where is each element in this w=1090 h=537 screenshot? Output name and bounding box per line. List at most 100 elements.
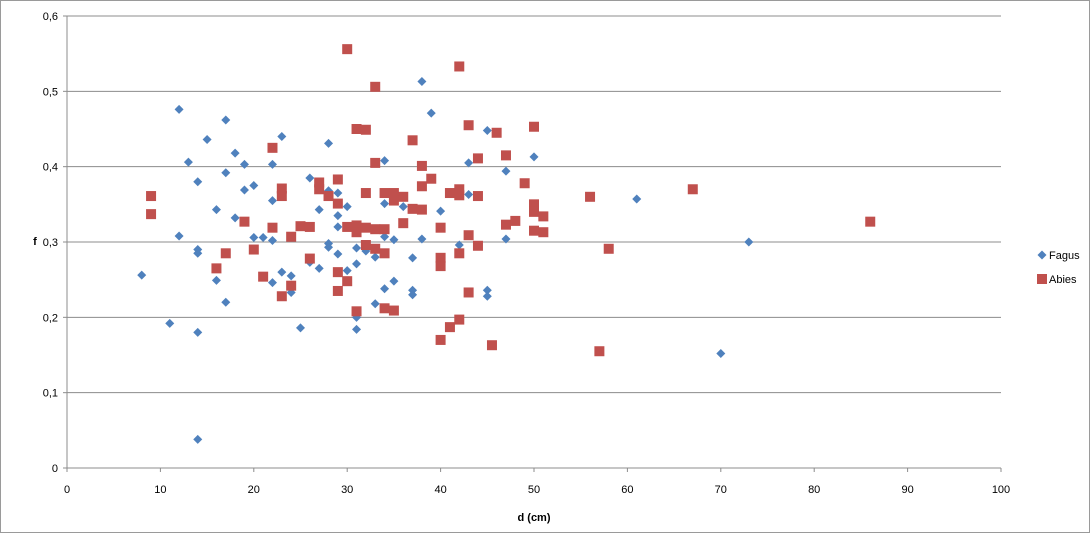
fagus-point <box>193 177 203 187</box>
fagus-point <box>417 77 427 87</box>
abies-point <box>444 322 455 333</box>
abies-point <box>342 221 353 232</box>
y-tick-label: 0,2 <box>43 312 58 324</box>
abies-point <box>407 203 418 214</box>
fagus-point <box>408 253 418 263</box>
fagus-point <box>221 168 231 178</box>
fagus-point <box>230 148 240 158</box>
abies-point <box>454 190 465 201</box>
fagus-point <box>333 211 343 221</box>
abies-point <box>276 291 287 302</box>
fagus-point <box>370 299 380 309</box>
fagus-point <box>249 232 259 242</box>
fagus-point <box>174 104 184 114</box>
abies-point <box>416 204 427 215</box>
fagus-point <box>230 213 240 223</box>
y-axis-title: f <box>33 236 37 248</box>
fagus-point <box>716 348 726 358</box>
abies-point <box>538 211 549 222</box>
fagus-point <box>239 159 249 169</box>
abies-point <box>351 124 362 134</box>
abies-point <box>585 191 596 202</box>
fagus-point <box>324 138 334 148</box>
abies-point <box>267 142 278 153</box>
abies-point <box>146 191 157 202</box>
abies-point <box>323 191 334 202</box>
y-tick-label: 0,4 <box>43 162 58 174</box>
fagus-point <box>408 290 418 300</box>
fagus-point <box>258 232 268 242</box>
data-points <box>137 44 876 444</box>
fagus-point <box>202 135 212 145</box>
fagus-point <box>165 318 175 328</box>
abies-point <box>351 227 362 238</box>
fagus-point <box>193 327 203 337</box>
fagus-point <box>464 190 474 200</box>
abies-point <box>379 224 390 235</box>
abies-point <box>538 227 549 238</box>
abies-point <box>435 252 446 263</box>
fagus-point <box>398 202 408 212</box>
abies-point <box>416 181 427 192</box>
abies-point <box>146 209 157 220</box>
abies-point <box>239 216 250 227</box>
legend-label: Fagus <box>1049 250 1080 262</box>
fagus-point <box>211 275 221 285</box>
fagus-point <box>277 132 287 142</box>
fagus-point <box>305 173 315 183</box>
fagus-point <box>267 196 277 206</box>
abies-point <box>220 248 231 259</box>
abies-point <box>258 271 269 282</box>
fagus-point <box>380 284 390 294</box>
fagus-point <box>333 249 343 259</box>
abies-point <box>529 199 539 210</box>
abies-point <box>435 334 446 345</box>
abies-point <box>360 222 371 233</box>
abies-point <box>603 243 614 254</box>
abies-point <box>351 306 362 317</box>
fagus-point <box>174 231 184 241</box>
abies-point <box>248 244 259 255</box>
legend-item-abies: Abies <box>1037 274 1077 286</box>
abies-point <box>351 220 362 231</box>
abies-point <box>454 248 465 259</box>
abies-point <box>267 222 278 233</box>
fagus-point <box>426 108 436 118</box>
abies-point <box>529 225 539 236</box>
abies-point <box>687 184 698 195</box>
fagus-point <box>267 159 277 169</box>
abies-point <box>472 191 483 202</box>
fagus-point <box>183 157 193 167</box>
fagus-point <box>324 242 334 252</box>
abies-point <box>500 219 511 230</box>
x-tick-label: 30 <box>341 484 353 496</box>
abies-point <box>360 188 371 199</box>
abies-point <box>379 188 390 199</box>
fagus-point <box>221 115 231 125</box>
abies-point <box>276 191 287 202</box>
fagus-point <box>221 297 231 307</box>
fagus-point <box>380 232 390 242</box>
fagus-point <box>193 248 203 258</box>
abies-point <box>370 224 381 235</box>
abies-point <box>510 215 521 226</box>
abies-point <box>370 243 381 254</box>
abies-point <box>295 221 306 232</box>
abies-point <box>472 153 483 164</box>
fagus-point <box>529 152 539 162</box>
abies-point <box>491 127 502 138</box>
abies-point <box>388 195 399 206</box>
abies-point <box>314 177 325 188</box>
fagus-point <box>370 252 380 262</box>
abies-point <box>342 276 353 287</box>
series-abies <box>146 44 876 357</box>
series-fagus <box>137 77 754 444</box>
abies-point <box>865 216 876 227</box>
x-axis-ticks: 0 10 20 30 40 50 60 70 80 90 100 <box>64 468 1010 496</box>
x-tick-label: 50 <box>528 484 540 496</box>
fagus-point <box>342 266 352 276</box>
fagus-point <box>333 188 343 198</box>
fagus-point <box>352 259 362 269</box>
